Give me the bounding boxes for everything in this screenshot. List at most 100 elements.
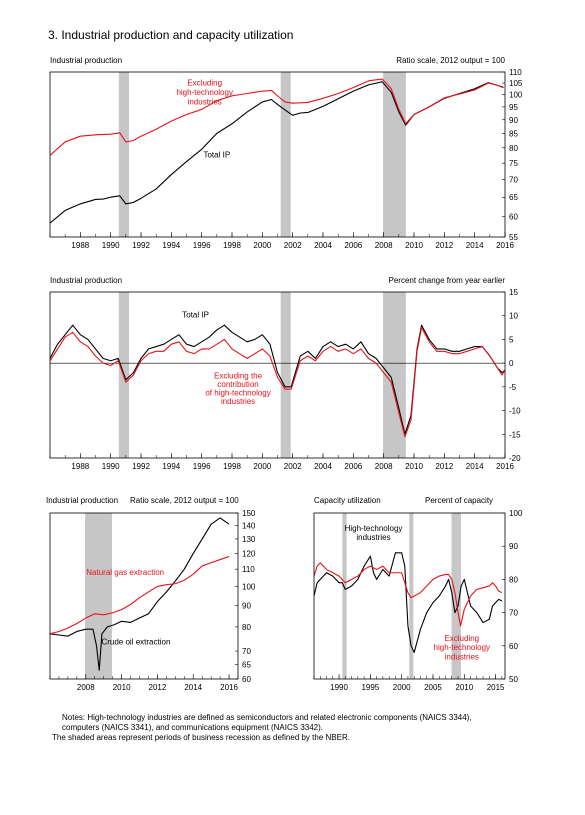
y-tick-label: 60	[509, 642, 518, 651]
x-tick-label: 2008	[375, 462, 393, 471]
y-tick-label: 95	[509, 103, 518, 112]
y-tick-label: 70	[509, 176, 518, 185]
recession-band	[451, 513, 461, 679]
y-tick-label: 70	[242, 647, 251, 656]
y-tick-label: 110	[242, 565, 255, 574]
scale-note: Ratio scale, 2012 output = 100	[396, 56, 505, 65]
x-tick-label: 2002	[284, 462, 302, 471]
x-tick-label: 1992	[132, 241, 150, 250]
annotation-label: industries	[221, 397, 255, 406]
x-tick-label: 2004	[314, 462, 332, 471]
x-tick-label: 1995	[361, 683, 379, 692]
x-tick-label: 2010	[405, 241, 423, 250]
y-tick-label: 85	[509, 129, 518, 138]
x-tick-label: 1994	[162, 462, 180, 471]
chart2-chart: Industrial production Percent change from…	[49, 276, 521, 471]
x-tick-label: 1992	[132, 462, 150, 471]
x-tick-label: 1998	[223, 241, 241, 250]
recession-band	[409, 513, 414, 679]
y-tick-label: 90	[242, 602, 251, 611]
x-tick-label: 2014	[466, 462, 484, 471]
y-tick-label: 50	[509, 675, 518, 684]
x-tick-label: 1994	[162, 241, 180, 250]
annotation-label: high-technology	[434, 643, 490, 652]
y-tick-label: 60	[509, 212, 518, 221]
x-tick-label: 1988	[71, 462, 89, 471]
series-line	[50, 78, 504, 156]
series-line	[50, 324, 505, 435]
x-tick-label: 2005	[424, 683, 442, 692]
y-tick-label: 65	[242, 660, 251, 669]
y-tick-label: 80	[242, 623, 251, 632]
annotation-label: high-technology	[176, 88, 232, 97]
x-tick-label: 2006	[344, 462, 362, 471]
y-tick-label: 70	[509, 609, 518, 618]
annotation-label: Total IP	[203, 151, 230, 160]
x-tick-label: 1990	[102, 241, 120, 250]
y-tick-label: 60	[242, 675, 251, 684]
x-tick-label: 2014	[466, 241, 484, 250]
y-tick-label: 80	[509, 144, 518, 153]
y-tick-label: 90	[509, 542, 518, 551]
chart-title: Industrial production	[50, 276, 122, 285]
series-line	[314, 552, 503, 653]
y-tick-label: 100	[509, 509, 523, 518]
notes: Notes: High-technology industries are de…	[52, 713, 567, 743]
x-tick-label: 1990	[330, 683, 348, 692]
notes-line: Notes: High-technology industries are de…	[62, 713, 472, 722]
x-tick-label: 2016	[496, 462, 514, 471]
y-tick-label: 120	[242, 549, 256, 558]
x-tick-label: 2016	[220, 683, 238, 692]
y-tick-label: 110	[509, 68, 522, 77]
series-line	[50, 517, 230, 671]
recession-band	[342, 513, 347, 679]
annotation-label: Total IP	[182, 311, 209, 320]
x-tick-label: 2008	[375, 241, 393, 250]
x-tick-label: 2000	[253, 241, 271, 250]
x-tick-label: 2016	[496, 241, 514, 250]
plot-frame	[49, 71, 506, 238]
plot-frame	[313, 512, 506, 680]
x-tick-label: 1996	[193, 462, 211, 471]
chart4-chart: Capacity utilization Percent of capacity 5…	[313, 496, 523, 692]
y-tick-label: 5	[509, 335, 514, 344]
x-tick-label: 2010	[455, 683, 473, 692]
chart-title: Capacity utilization	[314, 496, 381, 505]
y-tick-label: -20	[509, 454, 521, 463]
x-tick-label: 2000	[253, 462, 271, 471]
plot-frame	[49, 512, 239, 680]
x-tick-label: 2010	[113, 683, 131, 692]
annotation-label: Excluding the	[214, 371, 263, 380]
x-tick-label: 1988	[71, 241, 89, 250]
x-tick-label: 1996	[193, 241, 211, 250]
annotation-label: industries	[445, 652, 479, 661]
x-tick-label: 2008	[77, 683, 95, 692]
recession-band	[118, 72, 130, 237]
scale-note: Ratio scale, 2012 output = 100	[130, 496, 239, 505]
annotation-label: industries	[188, 97, 222, 106]
annotation-label: Excluding	[187, 78, 222, 87]
annotation-label: Excluding	[444, 634, 479, 643]
chart-title: Industrial production	[50, 56, 122, 65]
annotation-label: contribution	[217, 380, 258, 389]
recession-band	[383, 292, 406, 458]
y-tick-label: 10	[509, 312, 518, 321]
x-tick-label: 2002	[284, 241, 302, 250]
scale-note: Percent change from year earlier	[389, 276, 506, 285]
y-tick-label: 150	[242, 509, 256, 518]
plot-frame	[49, 291, 506, 459]
y-tick-label: 90	[509, 116, 518, 125]
y-tick-label: 75	[509, 159, 518, 168]
chart1-chart: Industrial production Ratio scale, 2012 o…	[49, 56, 523, 250]
recession-band	[280, 292, 291, 458]
x-tick-label: 1990	[102, 462, 120, 471]
y-tick-label: -10	[509, 407, 521, 416]
scale-note: Percent of capacity	[425, 496, 493, 505]
y-tick-label: 55	[509, 233, 518, 242]
series-line	[314, 562, 503, 627]
y-tick-label: 105	[509, 79, 523, 88]
annotation-label: industries	[356, 533, 390, 542]
y-tick-label: 100	[242, 582, 256, 591]
notes-line: The shaded areas represent periods of bu…	[52, 733, 350, 742]
